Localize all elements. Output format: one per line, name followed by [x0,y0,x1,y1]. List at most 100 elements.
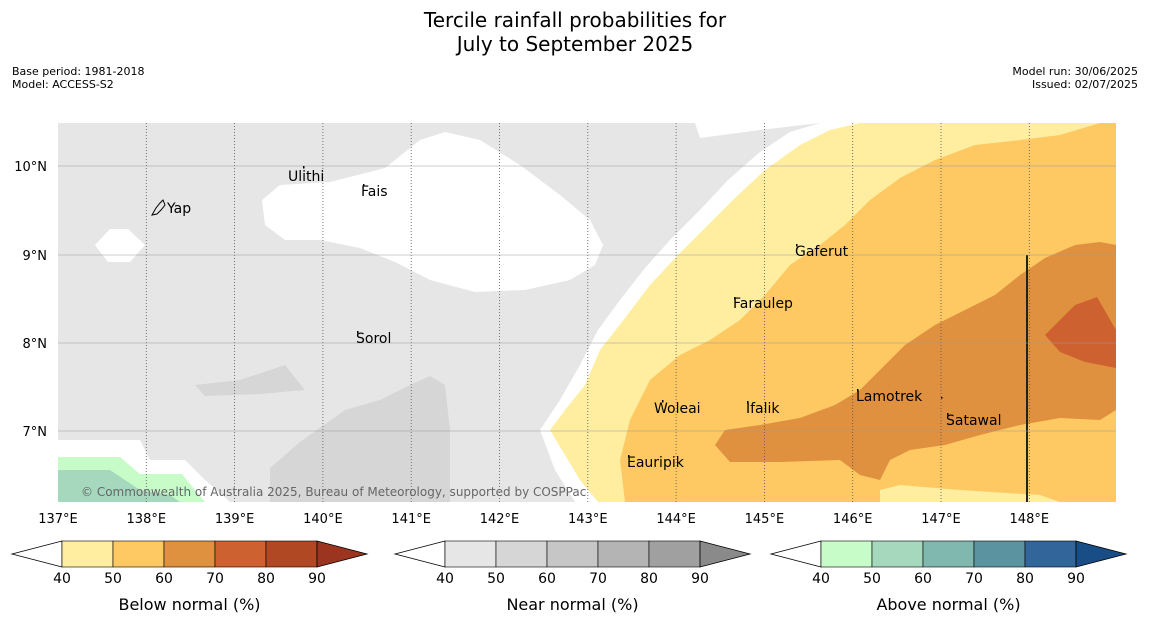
place-marker [303,166,305,169]
place-label: Faraulep [733,296,793,312]
colorbar-segment [1024,540,1077,568]
place-label: Yap [166,201,191,217]
colorbar-segment [265,540,318,568]
colorbar-tick-label: 40 [812,571,830,587]
place-marker [363,184,365,187]
below-normal-60-region [715,242,1116,480]
white-gap-north [262,132,603,292]
place-label: Woleai [654,401,701,417]
near-normal-50-region-south [270,376,450,502]
colorbar-under-triangle [393,540,446,568]
colorbar-tick-label: 50 [104,571,122,587]
place-marker [796,244,798,247]
colorbar-tick-label: 80 [1016,571,1034,587]
lon-label: 146°E [833,512,873,527]
colorbar: 40 50 60 70 80 90 Near normal (%) [393,540,752,614]
place-marker [662,400,664,403]
title-line-2: July to September 2025 [456,32,694,56]
colorbar-over-triangle [1075,540,1128,568]
copyright-text: © Commonwealth of Australia 2025, Bureau… [81,485,586,499]
lon-label: 140°E [303,512,343,527]
base-period: Base period: 1981-2018 [12,65,145,78]
colorbar-tick-label: 90 [308,571,326,587]
place-marker [947,413,949,416]
colorbar-label: Below normal (%) [118,595,260,614]
colorbar-label: Above normal (%) [876,595,1020,614]
place-marker [734,297,736,300]
near-normal-50-region-west [195,365,305,396]
place-label: Ifalik [746,401,780,417]
colorbar-tick-label: 60 [538,571,556,587]
lat-label: 9°N [23,249,48,264]
lon-label: 148°E [1010,512,1050,527]
lat-label: 10°N [14,160,47,175]
colorbar-segment [495,540,548,568]
colorbar-under-triangle [10,540,63,568]
colorbar-tick-label: 80 [257,571,275,587]
place-label: Satawal [946,413,1001,429]
issued-date: Issued: 02/07/2025 [1031,78,1138,91]
colorbar-segment [61,540,114,568]
colorbar-tick-label: 40 [53,571,71,587]
longitude-labels: 137°E 138°E 139°E 140°E 141°E 142°E 143°E 144°E… [38,512,1049,527]
model-run: Model run: 30/06/2025 [1012,65,1138,78]
latitude-labels: 10°N 9°N 8°N 7°N [14,160,47,440]
colorbar: 40 50 60 70 80 90 Above normal (%) [769,540,1128,614]
colorbar-segment [922,540,975,568]
place-label: Sorol [356,331,391,347]
colorbar-tick-label: 90 [1067,571,1085,587]
place-marker [747,401,749,404]
place-marker [357,331,359,334]
lon-label: 145°E [745,512,785,527]
lon-label: 141°E [391,512,431,527]
below-normal-70-region [1045,297,1116,368]
white-gap-small [95,229,145,262]
colorbar-tick-label: 60 [914,571,932,587]
colorbar-segment [163,540,216,568]
colorbar-segment [871,540,924,568]
colorbar-segment [820,540,873,568]
lon-label: 144°E [656,512,696,527]
island-dot [941,397,943,399]
lon-label: 139°E [215,512,255,527]
colorbar-tick-label: 70 [965,571,983,587]
place-label: Gaferut [795,244,849,260]
colorbar-tick-label: 50 [863,571,881,587]
colorbar-over-triangle [699,540,752,568]
colorbar-over-triangle [316,540,369,568]
colorbar-segment [973,540,1026,568]
colorbar-segment [214,540,267,568]
place-marker [628,455,630,458]
colorbar-tick-label: 50 [487,571,505,587]
above-normal-50-region [58,470,180,502]
colorbar-segment [597,540,650,568]
gridlines [58,123,1116,502]
colorbar-tick-label: 40 [436,571,454,587]
colorbar: 40 50 60 70 80 90 Below normal (%) [10,540,369,614]
colorbar-segment [648,540,701,568]
colorbar-segment [112,540,165,568]
colorbar-tick-label: 70 [589,571,607,587]
probability-field [58,123,1116,502]
place-labels: Ulithi Fais Yap Gaferut Faraulep Sorol Woleai I… [166,166,1001,471]
colorbar-segment [444,540,497,568]
model-name: Model: ACCESS-S2 [12,78,114,91]
colorbar-under-triangle [769,540,822,568]
meta-left: Base period: 1981-2018 Model: ACCESS-S2 [12,65,144,91]
colorbar-tick-label: 80 [640,571,658,587]
place-marker [857,389,859,392]
yap-island-outline [151,199,166,216]
map-title: Tercile rainfall probabilities for July … [0,8,1150,56]
meta-right: Model run: 30/06/2025 Issued: 02/07/2025 [1012,65,1138,91]
place-label: Eauripik [627,455,685,471]
lon-label: 142°E [480,512,520,527]
colorbar-tick-label: 90 [691,571,709,587]
colorbar-label: Near normal (%) [506,595,638,614]
title-line-1: Tercile rainfall probabilities for [423,8,727,32]
lon-label: 143°E [568,512,608,527]
lon-label: 138°E [127,512,167,527]
place-label: Lamotrek [856,389,923,405]
lat-label: 7°N [23,425,48,440]
place-label: Fais [361,184,388,200]
